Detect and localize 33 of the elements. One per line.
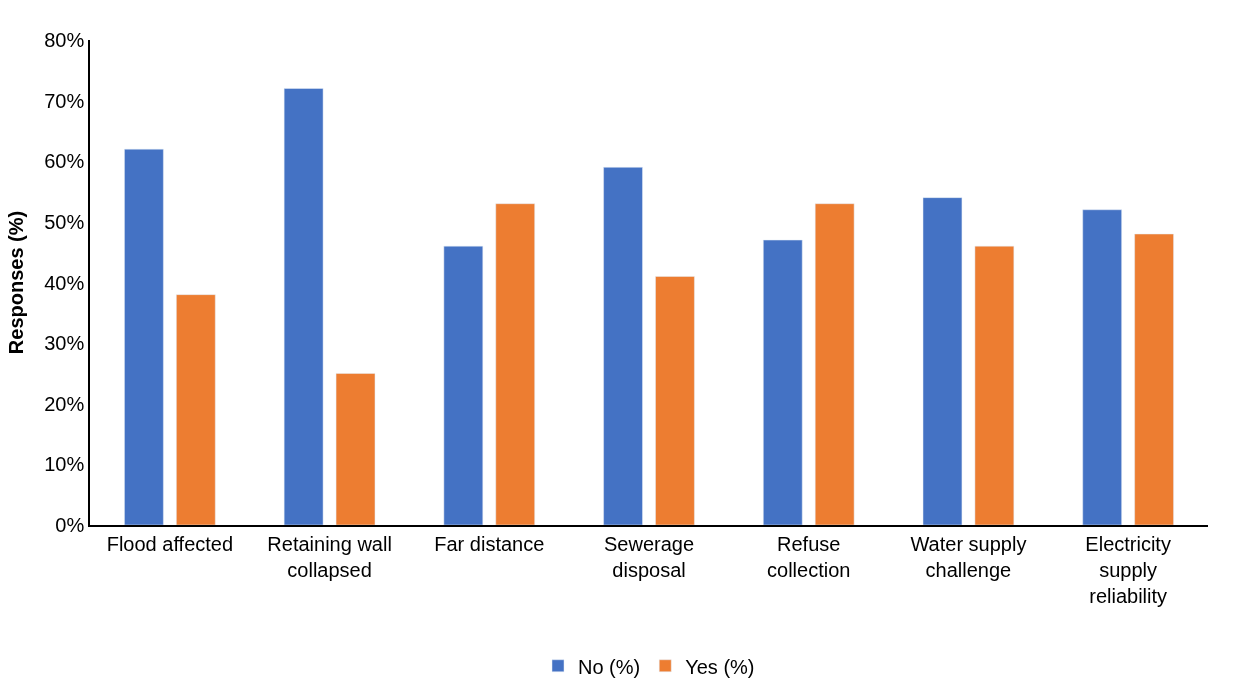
y-tick-label: 30% bbox=[44, 332, 85, 355]
bar bbox=[124, 148, 164, 525]
legend-label: Yes (%) bbox=[685, 655, 755, 678]
legend-label: No (%) bbox=[578, 655, 641, 678]
bar bbox=[655, 276, 695, 525]
bar bbox=[922, 197, 963, 525]
x-tick-label: Water supply challenge bbox=[910, 532, 1027, 581]
y-tick-label: 10% bbox=[44, 453, 85, 476]
y-tick-label: 0% bbox=[55, 514, 85, 536]
x-tick-label: Refuse collection bbox=[767, 532, 851, 581]
x-tick-label: Sewerage disposal bbox=[603, 532, 695, 581]
bar bbox=[1134, 233, 1174, 525]
x-tick-label: Retaining wall collapsed bbox=[267, 532, 392, 581]
y-tick-label: 80% bbox=[44, 29, 85, 51]
y-axis-title: Responses (%) bbox=[5, 210, 28, 355]
x-tick-label: Far distance bbox=[434, 532, 545, 555]
bar bbox=[443, 245, 484, 525]
bar bbox=[335, 373, 376, 525]
x-tick-label: Flood affected bbox=[106, 532, 234, 555]
bar bbox=[283, 88, 324, 525]
y-tick-label: 40% bbox=[44, 271, 85, 294]
y-tick-label: 60% bbox=[44, 150, 85, 173]
bar bbox=[176, 294, 216, 525]
y-tick-label: 50% bbox=[44, 210, 85, 233]
bar bbox=[974, 245, 1015, 525]
y-tick-label: 70% bbox=[44, 89, 85, 112]
y-tick-label: 20% bbox=[44, 392, 85, 415]
bar bbox=[1082, 209, 1122, 525]
x-tick-label: Electricity supply reliability bbox=[1085, 532, 1171, 607]
bar bbox=[814, 203, 855, 525]
bar bbox=[603, 167, 643, 525]
bar bbox=[495, 203, 535, 525]
bar bbox=[763, 239, 803, 525]
